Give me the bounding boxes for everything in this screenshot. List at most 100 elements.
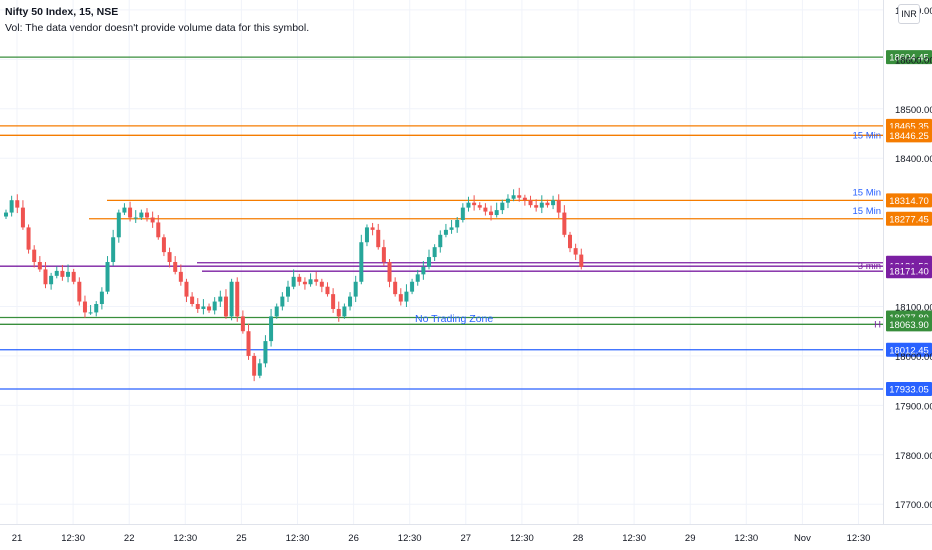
- candle: [184, 281, 189, 297]
- candle: [195, 304, 200, 309]
- candle: [161, 237, 166, 253]
- currency-button[interactable]: INR: [898, 4, 920, 24]
- x-tick-label: 12:30: [398, 533, 422, 544]
- candle: [167, 252, 172, 262]
- candle: [32, 249, 37, 262]
- candle: [43, 269, 48, 285]
- y-tick-label: 17900.00: [895, 401, 932, 412]
- candle: [240, 316, 245, 332]
- x-tick-label: 22: [124, 533, 135, 544]
- candle: [252, 355, 257, 376]
- x-tick-label: 21: [12, 533, 23, 544]
- x-tick-label: 12:30: [510, 533, 534, 544]
- candle: [150, 217, 155, 223]
- y-tick-label: 17700.00: [895, 500, 932, 511]
- candle: [522, 197, 527, 201]
- candle: [443, 229, 448, 235]
- candle: [71, 271, 76, 282]
- price-label-bg: [886, 317, 932, 332]
- candle: [364, 227, 369, 243]
- candle: [528, 200, 533, 206]
- candle: [54, 270, 59, 276]
- symbol-title[interactable]: Nifty 50 Index, 15, NSE: [5, 6, 119, 18]
- candle: [15, 200, 20, 208]
- x-tick-label: 28: [573, 533, 584, 544]
- candle: [517, 195, 522, 198]
- candle: [263, 341, 268, 364]
- candle: [489, 211, 494, 216]
- candle: [201, 306, 206, 309]
- candle: [404, 291, 409, 302]
- candle: [88, 312, 93, 314]
- price-label: 17933.05: [889, 385, 929, 396]
- candle: [111, 237, 116, 262]
- x-tick-label: 12:30: [847, 533, 871, 544]
- candle: [257, 363, 262, 376]
- y-tick-label: 18500.00: [895, 105, 932, 116]
- candle: [455, 219, 460, 228]
- candle: [387, 262, 392, 282]
- x-tick-label: 27: [461, 533, 472, 544]
- candle: [66, 271, 71, 277]
- candle: [415, 274, 420, 282]
- price-label-bg: [886, 193, 932, 208]
- candle: [139, 212, 144, 218]
- candle: [94, 304, 99, 313]
- candle: [568, 234, 572, 249]
- candle: [156, 222, 161, 238]
- candle: [269, 316, 274, 342]
- level-tag: 15 Min: [852, 206, 881, 217]
- candle: [291, 276, 296, 287]
- candle: [212, 301, 217, 311]
- candle: [472, 202, 477, 206]
- x-tick-label: 12:30: [173, 533, 197, 544]
- time-axis[interactable]: 21 12:30 22 12:30 25 12:30 26 12:30 27 12:30 28 12:…: [12, 533, 871, 544]
- candle: [178, 271, 183, 282]
- level-tag: 15 Min: [852, 187, 881, 198]
- price-label: 18171.40: [889, 267, 929, 278]
- candle: [99, 291, 104, 305]
- candle: [37, 262, 42, 270]
- candle: [319, 281, 324, 287]
- candle: [286, 286, 290, 297]
- candle: [145, 212, 149, 218]
- candle: [128, 207, 133, 218]
- y-tick-label: 17800.00: [895, 451, 932, 462]
- candle: [274, 306, 279, 317]
- candle: [551, 200, 556, 206]
- y-tick-label: 18000.00: [895, 352, 932, 363]
- level-tag: H: [874, 319, 881, 330]
- candle: [207, 306, 212, 311]
- grid: [0, 0, 883, 524]
- price-label: 18277.45: [889, 214, 929, 225]
- candle: [116, 212, 121, 238]
- y-tick-label: 18400.00: [895, 154, 932, 165]
- candle: [460, 207, 465, 220]
- candle: [483, 207, 488, 212]
- candle: [348, 296, 353, 307]
- candle: [421, 266, 426, 275]
- candles: [4, 187, 584, 382]
- candle: [376, 229, 381, 248]
- candle: [449, 227, 454, 230]
- candle: [82, 301, 87, 313]
- candle: [562, 212, 567, 235]
- candle: [26, 227, 31, 250]
- price-label: 18604.45: [889, 53, 929, 64]
- level-tag: 15 Min: [852, 130, 881, 141]
- no-trading-zone-label: No Trading Zone: [415, 313, 493, 325]
- x-tick-label: 29: [685, 533, 696, 544]
- candle: [539, 202, 544, 208]
- x-tick-label: 26: [348, 533, 359, 544]
- candle: [353, 281, 358, 297]
- candle: [235, 281, 240, 317]
- candle: [500, 202, 505, 211]
- x-tick-label: 12:30: [61, 533, 85, 544]
- candle: [229, 281, 234, 317]
- candle: [556, 200, 561, 213]
- candle: [494, 210, 499, 216]
- candle: [246, 331, 251, 356]
- candle: [9, 200, 14, 213]
